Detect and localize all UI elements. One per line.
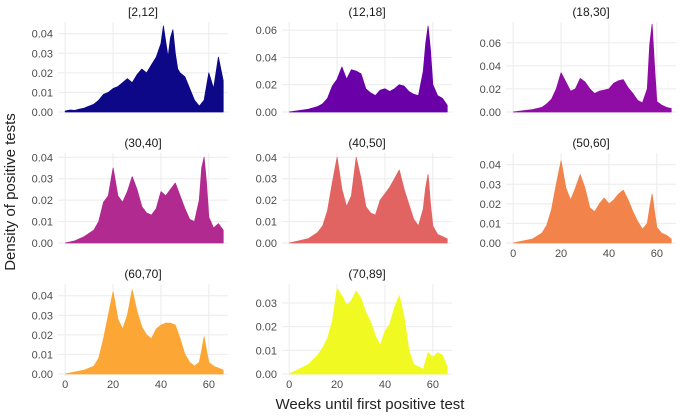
y-tick-label: 0.00 <box>32 238 53 250</box>
x-tick-label: 40 <box>603 248 615 260</box>
y-tick-label: 0.04 <box>32 291 53 303</box>
panel-title: (50,60] <box>572 136 609 150</box>
panels-layer: [2,12] 0.00 0.01 0.02 0.03 0.04 (12,18] 0.00 0.0… <box>32 5 676 391</box>
x-tick-label: 0 <box>510 248 516 260</box>
x-tick-label: 60 <box>427 379 439 391</box>
y-tick-label: 0.00 <box>480 238 501 250</box>
x-axis-label: Weeks until first positive test <box>276 396 466 413</box>
y-tick-label: 0.03 <box>480 179 501 191</box>
y-tick-label: 0.01 <box>32 217 53 229</box>
x-tick-label: 20 <box>107 379 119 391</box>
y-tick-label: 0.06 <box>256 25 277 37</box>
y-tick-label: 0.04 <box>256 152 277 164</box>
density-area <box>64 289 224 375</box>
y-tick-label: 0.02 <box>32 68 53 80</box>
y-tick-label: 0.01 <box>256 217 277 229</box>
y-tick-label: 0.04 <box>256 52 277 64</box>
y-tick-label: 0.00 <box>32 369 53 381</box>
density-area <box>288 25 448 113</box>
panel-title: (60,70] <box>124 267 161 281</box>
panel-title: (70,89] <box>348 267 385 281</box>
y-tick-label: 0.02 <box>256 195 277 207</box>
y-tick-label: 0.00 <box>256 107 277 119</box>
y-tick-label: 0.01 <box>480 218 501 230</box>
y-tick-label: 0.02 <box>32 195 53 207</box>
panel-title: (40,50] <box>348 136 385 150</box>
y-tick-label: 0.04 <box>32 29 53 41</box>
y-tick-label: 0.01 <box>256 345 277 357</box>
y-tick-label: 0.02 <box>480 199 501 211</box>
panel-6: (60,70] 0.00 0.01 0.02 0.03 0.04 0 20 40 60 <box>32 267 228 391</box>
y-tick-label: 0.02 <box>480 84 501 96</box>
panel-0: [2,12] 0.00 0.01 0.02 0.03 0.04 <box>32 5 228 119</box>
density-area <box>512 160 672 244</box>
x-tick-label: 0 <box>62 379 68 391</box>
x-tick-label: 20 <box>555 248 567 260</box>
panel-5: (50,60] 0.00 0.01 0.02 0.03 0.04 0 20 40 60 <box>480 136 676 260</box>
y-tick-label: 0.02 <box>256 80 277 92</box>
x-tick-label: 20 <box>331 379 343 391</box>
density-area <box>288 156 448 244</box>
x-tick-label: 0 <box>286 379 292 391</box>
panel-title: (12,18] <box>348 5 385 19</box>
panel-2: (18,30] 0.00 0.02 0.04 0.06 <box>480 5 676 119</box>
x-tick-label: 40 <box>155 379 167 391</box>
x-tick-label: 40 <box>379 379 391 391</box>
y-tick-label: 0.03 <box>32 48 53 60</box>
y-tick-label: 0.02 <box>256 322 277 334</box>
panel-4: (40,50] 0.00 0.01 0.02 0.03 0.04 <box>256 136 452 250</box>
panel-7: (70,89] 0.00 0.01 0.02 0.03 0 20 40 60 <box>256 267 452 391</box>
y-tick-label: 0.03 <box>256 298 277 310</box>
y-tick-label: 0.01 <box>32 349 53 361</box>
panel-title: [2,12] <box>128 5 158 19</box>
y-tick-label: 0.01 <box>32 87 53 99</box>
density-area <box>64 25 224 113</box>
x-tick-label: 60 <box>203 379 215 391</box>
y-tick-label: 0.03 <box>256 174 277 186</box>
y-axis-label: Density of positive tests <box>2 113 19 271</box>
y-tick-label: 0.06 <box>480 38 501 50</box>
y-tick-label: 0.04 <box>32 152 53 164</box>
y-tick-label: 0.00 <box>256 238 277 250</box>
y-tick-label: 0.00 <box>32 107 53 119</box>
y-tick-label: 0.03 <box>32 174 53 186</box>
y-tick-label: 0.04 <box>480 160 501 172</box>
density-area <box>64 156 224 244</box>
y-tick-label: 0.04 <box>480 61 501 73</box>
density-area <box>512 23 672 113</box>
density-area <box>288 288 448 375</box>
panel-title: (18,30] <box>572 5 609 19</box>
panel-3: (30,40] 0.00 0.01 0.02 0.03 0.04 <box>32 136 228 250</box>
panel-title: (30,40] <box>124 136 161 150</box>
y-tick-label: 0.03 <box>32 310 53 322</box>
y-tick-label: 0.00 <box>256 369 277 381</box>
y-tick-label: 0.00 <box>480 107 501 119</box>
x-tick-label: 60 <box>651 248 663 260</box>
panel-1: (12,18] 0.00 0.02 0.04 0.06 <box>256 5 452 119</box>
y-tick-label: 0.02 <box>32 330 53 342</box>
